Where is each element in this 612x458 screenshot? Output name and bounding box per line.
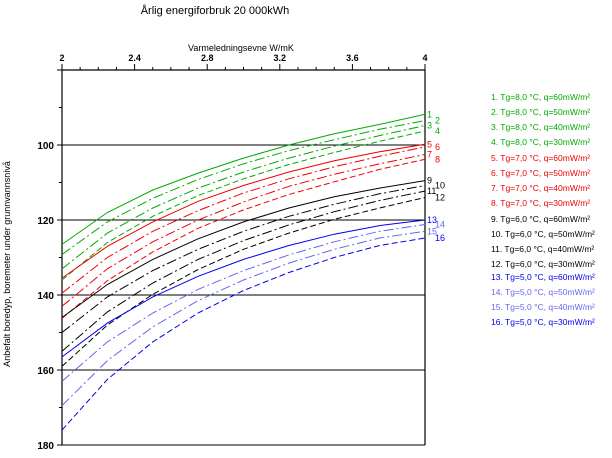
y-axis-label: Anbefalt boredyp, boremeter under grunnv…: [2, 161, 12, 367]
x-tick-label: 3.2: [274, 53, 287, 63]
series-line-13: [61, 219, 426, 358]
legend-entry: 4. Tg=8,0 °C, q=30mW/m²: [491, 137, 590, 147]
curve-label: 10: [435, 181, 445, 191]
series-line-15: [61, 230, 426, 406]
series-line-3: [61, 125, 426, 270]
y-tick-label: 160: [37, 366, 54, 377]
legend-entry: 8. Tg=7,0 °C, q=30mW/m²: [491, 198, 590, 208]
y-tick-label: 180: [37, 441, 54, 452]
x-tick-label: 2.8: [201, 53, 214, 63]
series-line-6: [61, 146, 426, 294]
series-line-16: [61, 237, 426, 431]
series-layer: [61, 113, 426, 431]
y-tick-label: 100: [37, 141, 54, 152]
curve-label: 2: [435, 116, 440, 126]
series-line-1: [61, 113, 426, 245]
curve-label: 6: [435, 142, 440, 152]
curve-label: 4: [435, 126, 440, 136]
legend-layer: 1. Tg=8,0 °C, q=60mW/m² 2. Tg=8,0 °C, q=5…: [491, 92, 595, 327]
legend-entry: 11. Tg=6,0 °C, q=40mW/m²: [491, 244, 594, 254]
x-axis-label: Varmeledningsevne W/mK: [188, 43, 294, 53]
legend-entry: 2. Tg=8,0 °C, q=50mW/m²: [491, 107, 590, 117]
legend-entry: 14. Tg=5,0 °C, q=50mW/m²: [491, 287, 595, 297]
series-line-10: [61, 185, 426, 333]
series-line-12: [61, 197, 426, 367]
series-line-5: [61, 143, 426, 279]
curve-label: 14: [435, 220, 445, 230]
legend-entry: 13. Tg=5,0 °C, q=60mW/m²: [491, 272, 595, 282]
legend-entry: 10. Tg=6,0 °C, q=50mW/m²: [491, 229, 595, 239]
curve-label: 12: [435, 193, 445, 203]
curve-label: 8: [435, 154, 440, 164]
series-line-7: [61, 153, 426, 307]
x-tick-label: 3.6: [346, 53, 359, 63]
legend-entry: 12. Tg=6,0 °C, q=30mW/m²: [491, 259, 595, 269]
x-tick-label: 2.4: [128, 53, 141, 63]
legend-entry: 7. Tg=7,0 °C, q=40mW/m²: [491, 183, 590, 193]
legend-entry: 15. Tg=5,0 °C, q=40mW/m²: [491, 302, 595, 312]
axis-layer: 2 2.4 2.8 3.2 3.6 4 100 120 140 160 180: [37, 53, 427, 452]
legend-entry: 9. Tg=6,0 °C, q=60mW/m²: [491, 214, 590, 224]
y-tick-label: 140: [37, 291, 54, 302]
series-line-2: [61, 120, 426, 255]
curve-label: 15: [427, 226, 437, 236]
chart-title: Årlig energiforbruk 20 000kWh: [141, 4, 290, 17]
x-tick-label: 2: [59, 53, 64, 63]
x-tick-label: 4: [422, 53, 427, 63]
legend-entry: 1. Tg=8,0 °C, q=60mW/m²: [491, 92, 590, 102]
y-tick-label: 120: [37, 216, 54, 227]
curve-label: 5: [427, 139, 432, 149]
curve-label: 13: [427, 215, 437, 225]
curve-label: 7: [427, 149, 432, 159]
series-line-9: [61, 180, 426, 318]
legend-entry: 5. Tg=7,0 °C, q=60mW/m²: [491, 153, 590, 163]
legend-entry: 6. Tg=7,0 °C, q=50mW/m²: [491, 168, 590, 178]
curve-label: 11: [427, 186, 436, 196]
curve-label: 3: [427, 121, 432, 131]
series-line-4: [61, 130, 426, 281]
series-line-14: [61, 224, 426, 382]
curve-label: 1: [427, 109, 432, 119]
curve-label: 16: [435, 233, 445, 243]
series-line-8: [61, 158, 426, 319]
series-line-11: [61, 190, 426, 352]
legend-entry: 3. Tg=8,0 °C, q=40mW/m²: [491, 122, 590, 132]
curve-label: 9: [427, 176, 432, 186]
legend-entry: 16. Tg=5,0 °C, q=30mW/m²: [491, 317, 595, 327]
